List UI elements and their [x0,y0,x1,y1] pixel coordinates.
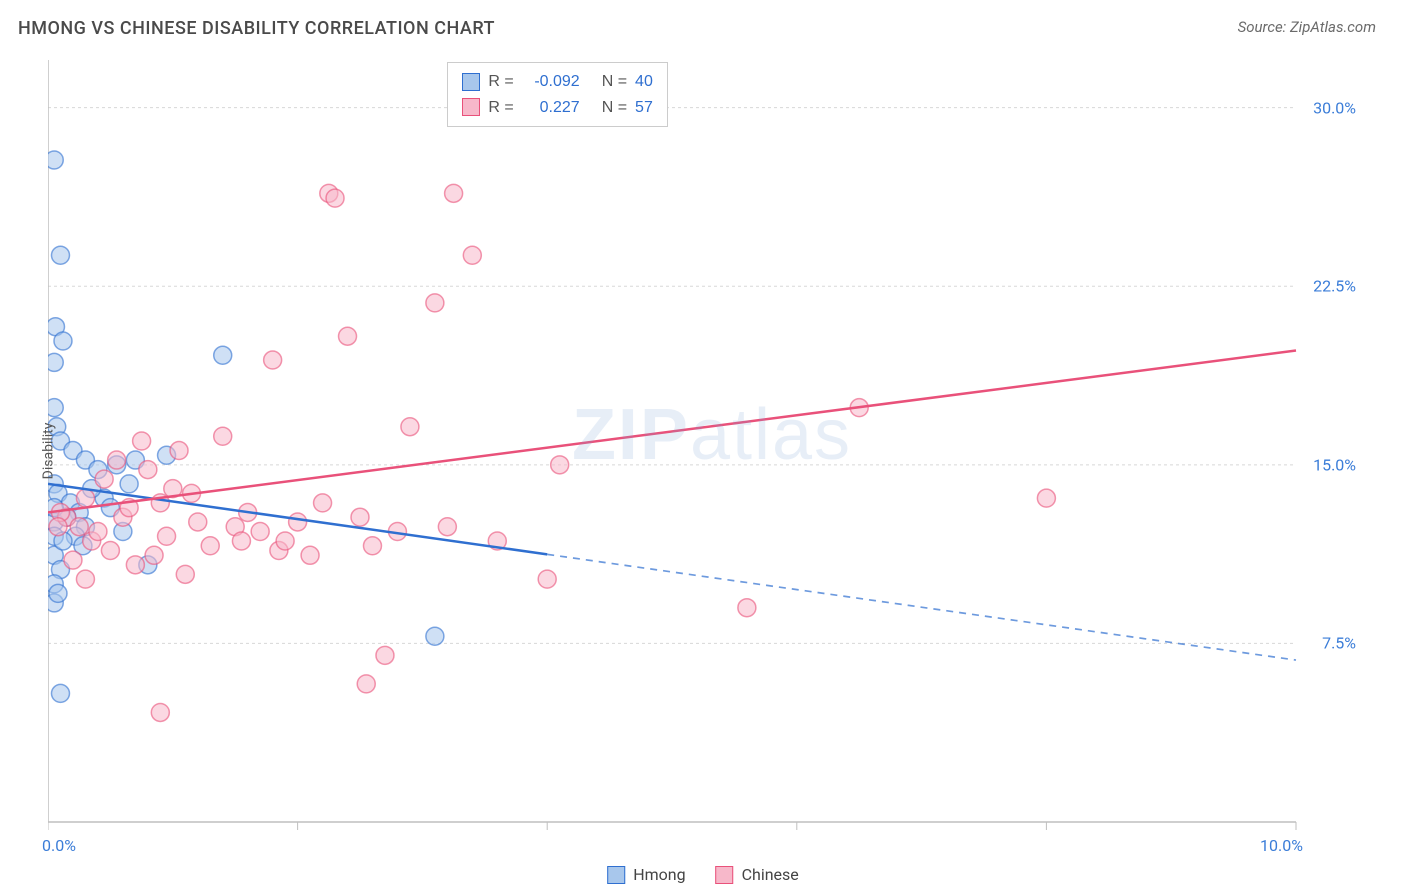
chinese-point [189,513,207,531]
chinese-point [170,442,188,460]
chinese-point [363,537,381,555]
chinese-point [1037,489,1055,507]
stats-row-chinese: R = 0.227N = 57 [462,95,652,121]
chinese-point [264,351,282,369]
chinese-point [214,427,232,445]
chinese-point [351,508,369,526]
y-tick-label: 22.5% [1296,277,1356,296]
bottom-legend: Hmong Chinese [607,865,799,884]
chinese-point [426,294,444,312]
hmong-point [54,332,72,350]
hmong-trend-dashed [547,554,1296,660]
legend-swatch-icon [716,866,734,884]
chinese-point [738,599,756,617]
chart-area: Disability ZIPatlas R = -0.092N = 40R = … [48,50,1376,852]
legend-label: Chinese [742,865,799,884]
chinese-trend-solid [48,351,1296,513]
chart-title: HMONG VS CHINESE DISABILITY CORRELATION … [18,18,495,39]
chinese-point [64,551,82,569]
chinese-point [151,703,169,721]
chinese-point [463,246,481,264]
chinese-point [538,570,556,588]
chinese-point [89,522,107,540]
x-axis-max-label: 10.0% [1260,836,1303,855]
chinese-point [95,470,113,488]
chinese-point [314,494,332,512]
hmong-point [51,246,69,264]
source-attribution: Source: ZipAtlas.com [1238,18,1376,36]
legend-label: Hmong [633,865,685,884]
y-tick-label: 15.0% [1296,455,1356,474]
chinese-point [438,518,456,536]
chinese-point [158,527,176,545]
chinese-swatch-icon [462,98,480,116]
hmong-point [49,584,67,602]
chinese-point [76,570,94,588]
legend-item-chinese: Chinese [716,865,799,884]
x-axis-min-label: 0.0% [42,836,76,855]
chinese-point [326,189,344,207]
chinese-point [126,556,144,574]
chinese-point [232,532,250,550]
chinese-point [339,327,357,345]
stats-row-hmong: R = -0.092N = 40 [462,69,652,95]
hmong-swatch-icon [462,73,480,91]
chinese-point [145,546,163,564]
chinese-point [301,546,319,564]
hmong-point [120,475,138,493]
chinese-point [176,565,194,583]
hmong-point [48,151,63,169]
chinese-point [133,432,151,450]
chinese-point [289,513,307,531]
scatter-plot-svg [48,50,1376,852]
chinese-point [276,532,294,550]
chinese-point [251,522,269,540]
hmong-point [48,399,63,417]
chinese-point [108,451,126,469]
chinese-point [201,537,219,555]
legend-item-hmong: Hmong [607,865,685,884]
hmong-point [426,627,444,645]
legend-swatch-icon [607,866,625,884]
hmong-point [48,353,63,371]
y-axis-label: Disability [40,423,56,480]
y-tick-label: 30.0% [1296,98,1356,117]
chinese-point [445,184,463,202]
chinese-point [551,456,569,474]
header: HMONG VS CHINESE DISABILITY CORRELATION … [0,0,1406,39]
hmong-point [51,684,69,702]
chinese-point [70,518,88,536]
chinese-point [139,461,157,479]
y-tick-label: 7.5% [1296,634,1356,653]
chinese-point [49,518,67,536]
hmong-point [214,346,232,364]
chinese-point [76,489,94,507]
correlation-stats-box: R = -0.092N = 40R = 0.227N = 57 [447,62,667,127]
chinese-point [376,646,394,664]
chinese-point [357,675,375,693]
chinese-point [101,542,119,560]
chinese-point [401,418,419,436]
